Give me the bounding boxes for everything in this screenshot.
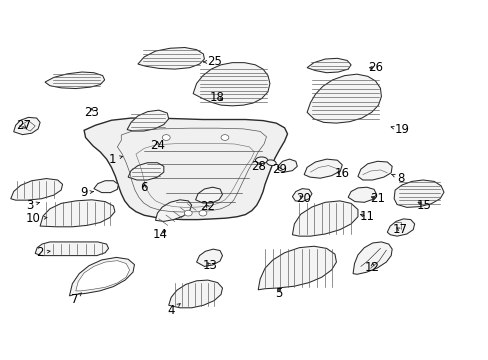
Text: 19: 19 (390, 123, 408, 136)
Text: 10: 10 (26, 212, 47, 225)
Polygon shape (69, 257, 134, 296)
Polygon shape (292, 189, 311, 202)
Text: 13: 13 (203, 259, 217, 272)
Text: 6: 6 (140, 181, 148, 194)
Text: 16: 16 (334, 167, 349, 180)
Polygon shape (138, 48, 204, 69)
Text: 4: 4 (167, 303, 180, 317)
Text: 5: 5 (274, 287, 282, 300)
Text: 20: 20 (295, 192, 310, 205)
Text: 3: 3 (26, 199, 40, 212)
Text: 15: 15 (416, 199, 431, 212)
Text: 25: 25 (203, 55, 221, 68)
Polygon shape (196, 249, 222, 266)
Polygon shape (195, 187, 222, 203)
Polygon shape (306, 74, 381, 123)
Polygon shape (193, 63, 269, 106)
Circle shape (184, 210, 192, 216)
Polygon shape (357, 161, 391, 180)
Text: 28: 28 (250, 160, 265, 173)
Polygon shape (393, 180, 443, 207)
Polygon shape (386, 219, 414, 236)
Polygon shape (155, 200, 191, 221)
Text: 9: 9 (80, 186, 93, 199)
Polygon shape (94, 181, 118, 193)
Text: 26: 26 (367, 61, 382, 74)
Polygon shape (258, 246, 336, 290)
Text: 1: 1 (108, 153, 122, 166)
Polygon shape (11, 179, 62, 200)
Polygon shape (35, 242, 108, 256)
Text: 24: 24 (150, 139, 164, 152)
Circle shape (221, 135, 228, 140)
Text: 11: 11 (359, 210, 373, 223)
Polygon shape (352, 242, 391, 274)
Text: 2: 2 (36, 246, 50, 259)
Polygon shape (128, 163, 163, 180)
Polygon shape (14, 117, 40, 135)
Polygon shape (304, 159, 342, 178)
Polygon shape (168, 280, 222, 308)
Polygon shape (306, 58, 350, 73)
Polygon shape (347, 187, 376, 202)
Circle shape (162, 135, 170, 140)
Polygon shape (277, 159, 297, 172)
Text: 29: 29 (272, 163, 286, 176)
Polygon shape (292, 201, 357, 236)
Text: 27: 27 (16, 119, 31, 132)
Polygon shape (127, 110, 168, 131)
Polygon shape (40, 200, 115, 227)
Polygon shape (45, 72, 104, 89)
Polygon shape (76, 261, 129, 291)
Text: 12: 12 (365, 261, 379, 274)
Ellipse shape (266, 160, 276, 166)
Text: 23: 23 (84, 106, 99, 119)
Ellipse shape (255, 157, 267, 163)
Text: 14: 14 (153, 228, 167, 241)
Circle shape (199, 210, 206, 216)
Text: 7: 7 (70, 293, 81, 306)
Text: 18: 18 (210, 91, 224, 104)
Text: 17: 17 (392, 223, 407, 236)
Text: 8: 8 (391, 172, 404, 185)
Text: 21: 21 (369, 192, 384, 205)
Text: 22: 22 (200, 201, 215, 213)
Polygon shape (84, 118, 287, 220)
